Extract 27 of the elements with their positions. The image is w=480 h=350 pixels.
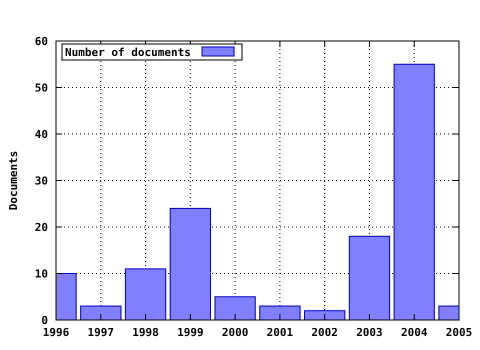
y-axis-title: Documents [7, 150, 20, 210]
x-tick-label: 2001 [266, 326, 294, 339]
x-tick-label: 2000 [222, 326, 248, 339]
bar [214, 296, 256, 320]
y-tick-label: 30 [34, 174, 48, 188]
bar [394, 64, 435, 320]
bar [80, 306, 122, 320]
y-tick-label: 0 [41, 314, 48, 327]
y-tick-label: 10 [34, 268, 48, 280]
y-tick-label: 20 [34, 221, 48, 234]
x-tick-label: 2002 [311, 326, 338, 339]
x-tick-label: 2003 [356, 326, 383, 339]
x-tick-label: 1999 [177, 326, 204, 339]
x-tick-label: 1996 [42, 326, 70, 339]
x-tick-label: 1998 [132, 326, 159, 339]
bar [170, 208, 211, 320]
bar [304, 310, 346, 320]
bar [259, 306, 301, 320]
bar [348, 236, 390, 320]
y-tick-label: 60 [34, 35, 48, 48]
x-tick-label: 1997 [88, 326, 114, 339]
y-tick-label: 40 [34, 128, 48, 141]
x-tick-label: 2005 [446, 326, 472, 339]
legend-label: Number of documents [65, 46, 191, 59]
x-tick-label: 2004 [400, 326, 428, 339]
y-tick-label: 50 [34, 82, 48, 94]
bar [124, 268, 166, 320]
